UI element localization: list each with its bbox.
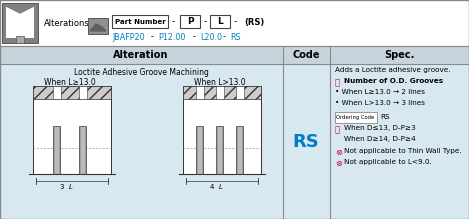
Text: Adds a Loctite adhesive groove.: Adds a Loctite adhesive groove. bbox=[335, 67, 451, 73]
Text: (RS): (RS) bbox=[244, 18, 264, 26]
Text: RS: RS bbox=[293, 133, 319, 151]
Text: -: - bbox=[234, 18, 237, 26]
Text: -: - bbox=[204, 18, 207, 26]
Text: JBAFP20: JBAFP20 bbox=[112, 32, 144, 41]
Polygon shape bbox=[90, 24, 106, 31]
Text: L20.0: L20.0 bbox=[200, 32, 222, 41]
Bar bbox=[79, 86, 87, 99]
Text: L: L bbox=[219, 184, 223, 190]
Polygon shape bbox=[6, 6, 34, 13]
Bar bbox=[33, 86, 111, 174]
Text: Not applicable to L<9.0.: Not applicable to L<9.0. bbox=[344, 159, 432, 165]
Text: Code: Code bbox=[292, 50, 320, 60]
Text: When L≥13.0: When L≥13.0 bbox=[44, 78, 96, 87]
Bar bbox=[79, 126, 86, 174]
Text: P12.00: P12.00 bbox=[158, 32, 185, 41]
Text: ⊗: ⊗ bbox=[335, 148, 342, 157]
Bar bbox=[236, 126, 243, 174]
Text: ⊗: ⊗ bbox=[335, 159, 342, 168]
Text: ⓘ: ⓘ bbox=[335, 125, 340, 134]
Bar bbox=[180, 15, 200, 28]
Bar bbox=[210, 15, 230, 28]
Text: RS: RS bbox=[380, 114, 390, 120]
Text: When L>13.0: When L>13.0 bbox=[194, 78, 246, 87]
Bar bbox=[0, 46, 469, 64]
Bar bbox=[236, 86, 244, 99]
Bar bbox=[88, 18, 108, 34]
Text: -: - bbox=[151, 32, 153, 41]
Bar bbox=[0, 0, 469, 46]
Text: ⓘ: ⓘ bbox=[335, 78, 340, 87]
Bar bbox=[183, 86, 261, 174]
Bar bbox=[53, 126, 60, 174]
Bar bbox=[112, 15, 168, 28]
Text: Spec.: Spec. bbox=[384, 50, 414, 60]
Bar bbox=[53, 86, 61, 99]
Bar bbox=[183, 86, 261, 99]
Bar bbox=[16, 36, 24, 43]
Bar bbox=[6, 6, 34, 38]
Text: L: L bbox=[69, 184, 73, 190]
Text: Part Number: Part Number bbox=[114, 19, 166, 25]
Text: Alterations: Alterations bbox=[44, 18, 90, 28]
Text: • When L≥13.0 → 2 lines: • When L≥13.0 → 2 lines bbox=[335, 89, 425, 95]
Text: Loctite Adhesive Groove Machining: Loctite Adhesive Groove Machining bbox=[74, 68, 208, 77]
Text: Alteration: Alteration bbox=[113, 50, 169, 60]
Bar bbox=[216, 86, 224, 99]
Text: 3: 3 bbox=[60, 184, 64, 190]
Bar bbox=[2, 3, 38, 43]
Text: -: - bbox=[171, 18, 174, 26]
Bar bbox=[33, 86, 111, 99]
Bar bbox=[335, 112, 377, 123]
Bar bbox=[216, 126, 223, 174]
Text: When D≤13, D-P≥3: When D≤13, D-P≥3 bbox=[344, 125, 416, 131]
Bar bbox=[196, 86, 204, 99]
Text: RS: RS bbox=[230, 32, 241, 41]
Text: Not applicable to Thin Wall Type.: Not applicable to Thin Wall Type. bbox=[344, 148, 461, 154]
Text: Ordering Code: Ordering Code bbox=[336, 115, 374, 120]
Text: 4: 4 bbox=[210, 184, 214, 190]
Text: When D≥14, D-P≥4: When D≥14, D-P≥4 bbox=[344, 136, 416, 142]
Bar bbox=[196, 126, 203, 174]
Text: P: P bbox=[187, 18, 193, 26]
Text: -: - bbox=[193, 32, 196, 41]
Text: • When L>13.0 → 3 lines: • When L>13.0 → 3 lines bbox=[335, 100, 425, 106]
Text: L: L bbox=[217, 18, 223, 26]
Text: -: - bbox=[223, 32, 226, 41]
Text: Number of O.D. Grooves: Number of O.D. Grooves bbox=[344, 78, 443, 84]
Bar bbox=[0, 64, 469, 219]
